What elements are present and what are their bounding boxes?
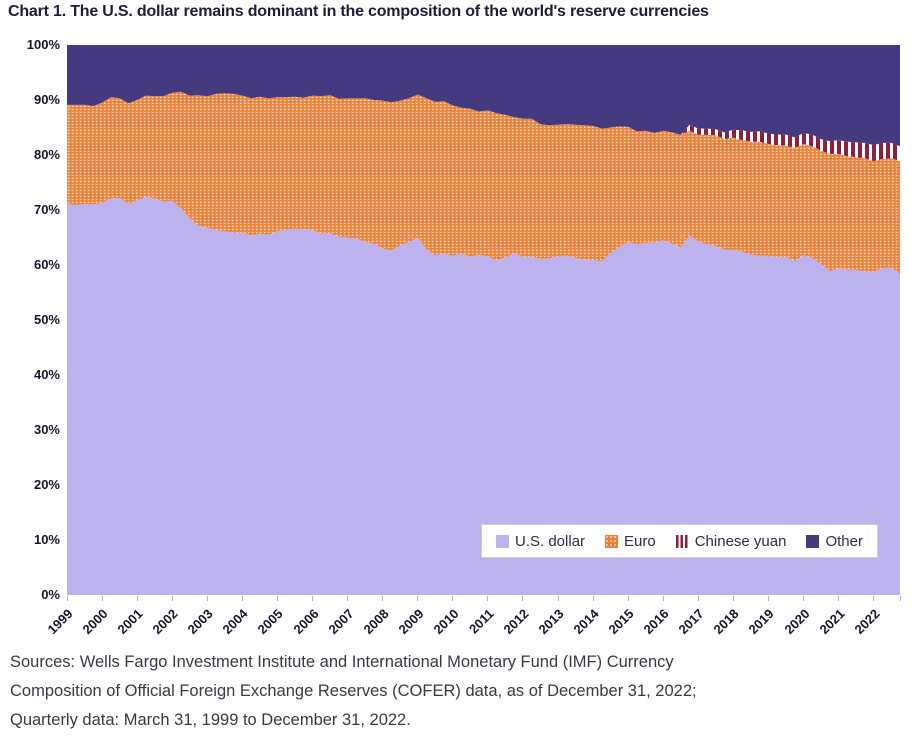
x-tick-2021 [838, 596, 840, 601]
legend-swatch-euro [605, 534, 619, 548]
legend-swatch-other [806, 534, 820, 548]
y-axis-label-100: 100% [26, 37, 60, 52]
y-axis-label-50: 50% [33, 312, 60, 327]
x-tick-2022 [873, 596, 875, 601]
legend-label-chinese-yuan: Chinese yuan [694, 532, 787, 550]
y-axis-label-0: 0% [41, 587, 60, 602]
x-tick-end [899, 596, 901, 601]
x-tick-2016 [662, 596, 664, 601]
x-tick-2011 [487, 596, 489, 601]
legend-label-us-dollar: U.S. dollar [515, 532, 586, 550]
x-tick-2006 [312, 596, 314, 601]
band-euro [67, 91, 900, 274]
y-axis-label-60: 60% [33, 257, 60, 272]
legend-label-other: Other [825, 532, 863, 550]
x-tick-2012 [522, 596, 524, 601]
legend-item-chinese-yuan: Chinese yuan [675, 532, 787, 550]
x-tick-2015 [627, 596, 629, 601]
legend-item-euro: Euro [605, 533, 656, 550]
y-axis-label-90: 90% [33, 92, 60, 107]
x-tick-2008 [382, 596, 384, 601]
source-line-1: Sources: Wells Fargo Investment Institut… [10, 653, 674, 671]
x-tick-2020 [803, 596, 805, 601]
legend-swatch-chinese-yuan [675, 534, 689, 548]
x-tick-2009 [417, 596, 419, 601]
x-tick-2018 [732, 596, 734, 601]
x-tick-2003 [206, 596, 208, 601]
x-tick-2004 [241, 596, 243, 601]
y-axis-label-20: 20% [33, 477, 60, 492]
source-line-3: Quarterly data: March 31, 1999 to Decemb… [10, 711, 411, 729]
x-tick-2013 [557, 596, 559, 601]
band-other [67, 45, 900, 147]
band-us-dollar [67, 196, 900, 595]
source-line-2: Composition of Official Foreign Exchange… [10, 682, 697, 700]
x-tick-2005 [276, 596, 278, 601]
legend-swatch-us-dollar [496, 534, 509, 548]
x-tick-2007 [347, 596, 349, 601]
legend: U.S. dollar Euro Chinese yuan Other [481, 524, 878, 558]
legend-item-other: Other [806, 533, 863, 550]
y-axis-label-70: 70% [33, 202, 60, 217]
x-tick-2000 [101, 596, 103, 601]
y-axis-label-40: 40% [33, 367, 60, 382]
x-tick-2002 [171, 596, 173, 601]
page-title: Chart 1. The U.S. dollar remains dominan… [8, 3, 709, 20]
stacked-area-chart [67, 45, 900, 595]
x-tick-2010 [452, 596, 454, 601]
chart-bands [67, 45, 900, 595]
x-tick-2017 [697, 596, 699, 601]
legend-item-us-dollar: U.S. dollar [496, 533, 585, 550]
x-tick-2019 [767, 596, 769, 601]
y-axis-label-80: 80% [33, 147, 60, 162]
y-axis-label-10: 10% [33, 532, 60, 547]
source-text: Sources: Wells Fargo Investment Institut… [10, 648, 910, 735]
x-tick-2001 [136, 596, 138, 601]
x-tick-1999 [66, 596, 68, 601]
x-tick-2014 [592, 596, 594, 601]
legend-label-euro: Euro [624, 532, 656, 550]
y-axis-label-30: 30% [33, 422, 60, 437]
